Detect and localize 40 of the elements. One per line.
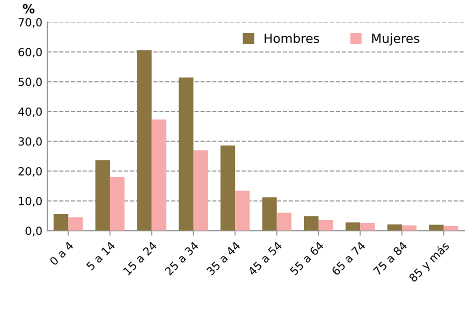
bar [137, 50, 152, 231]
bar [304, 216, 319, 231]
bar [262, 197, 277, 231]
bar [276, 212, 292, 231]
bar [387, 224, 402, 231]
bar [346, 222, 360, 231]
bar [444, 226, 458, 231]
x-tick-label: 35 a 44 [206, 240, 241, 276]
bar [193, 150, 208, 231]
y-tick-label: 70,0 [18, 18, 42, 28]
legend-label: Mujeres [372, 33, 420, 46]
x-tick-label: 75 a 84 [372, 240, 408, 276]
y-tick-label: 60,0 [18, 48, 42, 58]
bar [95, 160, 110, 231]
bar [220, 145, 236, 231]
y-tick-label: 50,0 [18, 78, 42, 88]
y-tick-label: 20,0 [18, 167, 42, 177]
x-tick-label: 15 a 24 [122, 240, 158, 276]
bar [318, 220, 334, 231]
bar [152, 120, 166, 231]
bar [235, 190, 250, 231]
y-tick-label: 0,0 [26, 226, 42, 236]
bar [54, 214, 68, 231]
y-tick-label: 10,0 [19, 196, 42, 206]
bar [68, 217, 83, 231]
x-tick-label: 5 a 14 [86, 241, 116, 271]
y-axis-title: % [22, 4, 34, 14]
x-tick-label: 55 a 64 [289, 240, 324, 276]
y-tick-label: 30,0 [18, 137, 42, 147]
legend-label: Hombres [264, 33, 320, 44]
y-tick-label: 40,0 [18, 107, 42, 118]
x-tick-label: 45 a 54 [248, 241, 282, 276]
bar [429, 224, 444, 231]
bar [360, 222, 375, 231]
bar [178, 78, 194, 231]
x-tick-label: 0 a 4 [49, 240, 74, 266]
bar [402, 225, 417, 231]
bar [110, 177, 125, 231]
x-tick-label: 65 a 74 [331, 240, 366, 276]
x-tick-label: 25 a 34 [164, 240, 200, 276]
